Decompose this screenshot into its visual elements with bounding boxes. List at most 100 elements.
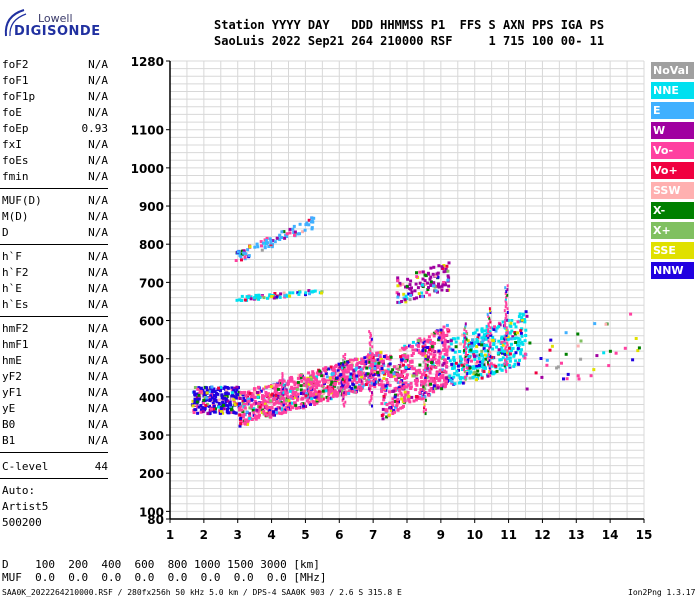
data-point — [401, 354, 405, 358]
data-point — [333, 370, 336, 374]
data-point — [463, 343, 466, 347]
data-point — [224, 393, 228, 397]
data-point — [278, 234, 282, 238]
data-point — [353, 378, 356, 382]
data-point — [370, 333, 372, 337]
data-point — [376, 365, 380, 369]
data-point — [636, 349, 640, 353]
data-point — [508, 331, 512, 335]
data-point — [452, 359, 456, 362]
param-value: N/A — [88, 418, 108, 431]
data-point — [488, 318, 491, 322]
data-point — [323, 368, 326, 372]
data-point — [404, 285, 407, 289]
data-point — [327, 389, 331, 393]
data-point — [385, 369, 388, 373]
data-point — [412, 372, 416, 376]
x-tick-label: 7 — [369, 528, 377, 542]
data-point — [199, 388, 203, 392]
data-point — [483, 366, 487, 370]
data-point — [231, 410, 235, 414]
data-point — [350, 367, 354, 371]
data-point — [425, 363, 429, 367]
data-point — [371, 354, 375, 358]
data-point — [454, 345, 458, 349]
data-point — [338, 389, 342, 393]
data-point — [237, 394, 241, 398]
data-point — [225, 388, 229, 392]
data-point — [242, 412, 246, 416]
data-point — [564, 331, 568, 335]
data-point — [387, 414, 391, 418]
data-point — [398, 373, 402, 377]
data-point — [236, 250, 240, 254]
data-point — [430, 332, 434, 336]
data-point — [362, 383, 366, 387]
data-point — [435, 384, 439, 388]
data-point — [432, 283, 436, 287]
data-point — [309, 377, 313, 381]
data-point — [373, 366, 377, 370]
data-point — [403, 353, 407, 357]
data-point — [454, 340, 458, 344]
data-point — [441, 266, 445, 270]
data-point — [323, 368, 327, 372]
data-point — [319, 390, 323, 394]
data-point — [306, 377, 310, 381]
data-point — [392, 372, 396, 376]
data-point — [398, 380, 402, 384]
data-point — [423, 381, 427, 385]
param-row-yf1: yF1 N/A — [2, 386, 108, 402]
data-point — [442, 270, 446, 274]
data-point — [338, 373, 342, 377]
data-point — [288, 227, 292, 231]
data-point — [322, 388, 326, 392]
data-point — [450, 380, 454, 384]
data-point — [360, 386, 364, 390]
data-point — [342, 383, 346, 387]
data-point — [281, 384, 285, 388]
data-point — [366, 361, 370, 364]
data-point — [539, 357, 543, 360]
data-point — [360, 358, 364, 362]
data-point — [444, 269, 448, 273]
data-point — [267, 408, 271, 412]
data-point — [384, 384, 388, 388]
data-point — [374, 362, 378, 366]
data-point — [271, 243, 274, 246]
data-point — [372, 373, 375, 377]
data-point — [435, 272, 439, 276]
data-point — [373, 365, 377, 369]
data-point — [199, 390, 203, 394]
data-point — [433, 285, 437, 289]
data-point — [462, 364, 465, 368]
data-point — [382, 363, 386, 367]
param-name: yF1 — [2, 386, 22, 399]
data-point — [379, 360, 383, 364]
data-point — [506, 343, 509, 347]
data-point — [389, 406, 393, 409]
data-point — [446, 269, 450, 273]
data-point — [518, 338, 522, 342]
data-point — [468, 376, 472, 380]
data-point — [324, 380, 328, 384]
data-point — [265, 236, 269, 240]
data-point — [463, 333, 466, 337]
data-point — [291, 401, 294, 405]
data-point — [267, 400, 271, 404]
data-point — [199, 386, 203, 390]
data-point — [288, 404, 292, 408]
data-point — [446, 330, 450, 334]
data-point — [271, 411, 275, 414]
data-point — [343, 368, 346, 372]
data-point — [276, 405, 280, 409]
data-point — [369, 385, 372, 389]
data-point — [268, 393, 271, 397]
data-point — [281, 406, 284, 410]
data-point — [309, 380, 313, 384]
data-point — [382, 394, 386, 398]
data-point — [501, 349, 505, 353]
data-point — [256, 297, 260, 301]
data-point — [489, 374, 492, 377]
data-point — [373, 366, 377, 370]
